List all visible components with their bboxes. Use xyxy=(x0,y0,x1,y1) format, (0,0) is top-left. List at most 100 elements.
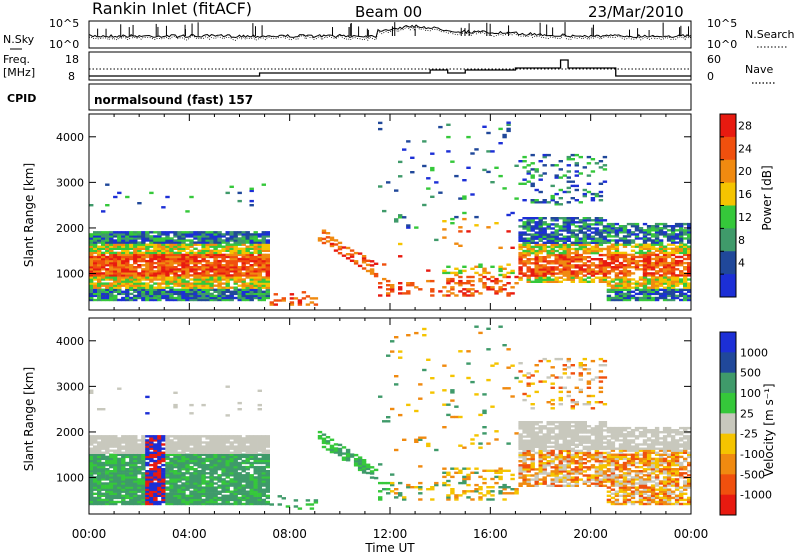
power-cell xyxy=(679,298,684,302)
velocity-cell xyxy=(109,474,114,477)
power-cell xyxy=(113,268,118,271)
velocity-cell xyxy=(177,447,182,450)
velocity-cell xyxy=(189,490,194,493)
velocity-cell xyxy=(101,451,106,454)
power-cell xyxy=(530,235,535,238)
velocity-cell xyxy=(490,405,495,408)
velocity-cell xyxy=(494,469,499,472)
velocity-cell xyxy=(177,502,182,506)
power-cell xyxy=(169,255,174,259)
velocity-cell xyxy=(149,463,154,467)
power-cell xyxy=(145,274,150,277)
velocity-cell xyxy=(534,421,539,424)
power-cell xyxy=(161,257,166,261)
velocity-cell xyxy=(442,467,447,470)
velocity-cell xyxy=(534,431,539,434)
velocity-cell xyxy=(313,499,319,502)
velocity-cell xyxy=(534,484,539,487)
power-cell xyxy=(478,277,483,281)
power-cell xyxy=(590,245,596,249)
power-cell xyxy=(205,290,210,293)
velocity-cell xyxy=(530,441,535,444)
power-cell xyxy=(241,274,246,277)
power-cell xyxy=(574,233,579,236)
power-cell xyxy=(229,253,234,257)
power-cell xyxy=(201,288,206,291)
velocity-cell xyxy=(193,476,198,479)
power-cell xyxy=(562,243,567,247)
velocity-cell xyxy=(237,435,242,438)
power-cell xyxy=(642,296,648,300)
velocity-cell xyxy=(181,488,186,491)
velocity-cell xyxy=(193,474,198,477)
power-cell xyxy=(101,266,106,269)
velocity-cell xyxy=(221,474,226,477)
power-cell xyxy=(550,241,555,244)
power-cell xyxy=(197,284,202,287)
power-cell xyxy=(542,245,547,249)
velocity-cell xyxy=(205,465,210,469)
power-cell xyxy=(382,209,387,213)
velocity-cell xyxy=(125,439,130,442)
velocity-cell xyxy=(486,498,491,501)
power-cell xyxy=(113,257,118,261)
velocity-cell xyxy=(450,389,455,392)
power-cell xyxy=(137,264,142,267)
power-cell xyxy=(189,270,194,273)
power-cell xyxy=(97,290,102,293)
power-cell xyxy=(634,288,640,291)
power-cell xyxy=(181,233,186,236)
power-cell xyxy=(626,298,632,302)
velocity-cell xyxy=(253,453,258,456)
velocity-cell xyxy=(213,494,218,497)
velocity-cell xyxy=(446,403,451,406)
velocity-cell xyxy=(217,443,222,446)
power-cell xyxy=(687,286,691,289)
velocity-cell xyxy=(261,492,266,495)
velocity-cell xyxy=(261,441,266,444)
power-cell xyxy=(101,296,106,300)
power-cell xyxy=(201,235,206,238)
velocity-cell xyxy=(205,457,210,461)
velocity-cell xyxy=(486,486,491,489)
velocity-cell xyxy=(105,457,110,461)
power-cell xyxy=(683,276,688,279)
power-cell xyxy=(89,284,94,287)
velocity-cell xyxy=(466,350,471,353)
power-cell xyxy=(610,245,616,248)
power-cell xyxy=(458,226,463,229)
velocity-cell xyxy=(153,445,158,448)
power-cell xyxy=(570,223,575,226)
power-cell xyxy=(470,275,475,279)
power-cell xyxy=(442,271,447,275)
velocity-cell xyxy=(526,443,531,446)
power-cell xyxy=(237,249,242,252)
velocity-cell xyxy=(145,492,150,495)
velocity-cell xyxy=(213,490,218,493)
power-cell xyxy=(289,293,295,296)
velocity-cell xyxy=(137,496,142,500)
velocity-cell xyxy=(265,484,270,487)
velocity-cell xyxy=(482,469,487,472)
power-cell xyxy=(558,245,563,249)
power-cell xyxy=(133,259,138,263)
power-cell xyxy=(173,280,178,283)
power-cell xyxy=(213,241,218,244)
power-cell xyxy=(574,229,579,232)
power-cell xyxy=(189,239,194,242)
velocity-cell xyxy=(522,476,527,479)
power-cell xyxy=(121,249,126,252)
power-cell xyxy=(534,270,539,273)
power-cell xyxy=(578,245,583,249)
power-cell xyxy=(530,249,535,253)
velocity-cell xyxy=(93,453,98,456)
velocity-cell xyxy=(109,502,114,506)
power-cell xyxy=(101,241,106,244)
velocity-cell xyxy=(530,433,535,436)
power-cell xyxy=(378,185,383,188)
velocity-cell xyxy=(121,476,126,479)
power-cell xyxy=(642,270,648,273)
velocity-cell xyxy=(526,439,531,442)
power-cell xyxy=(89,247,94,250)
velocity-cell xyxy=(221,455,226,459)
